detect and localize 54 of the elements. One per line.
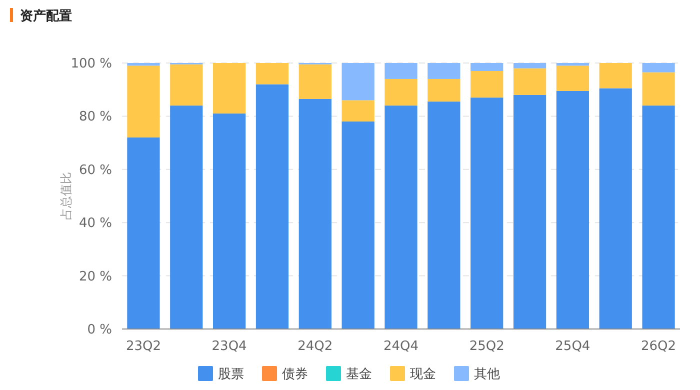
bar [428,102,460,329]
x-tick-label: 24Q2 [298,339,333,354]
bar [513,94,546,329]
bar [556,66,590,91]
bar [599,88,632,329]
y-tick-label: 100 % [70,56,112,72]
bar [428,78,460,102]
bar [428,63,460,79]
bar [642,72,675,106]
bar [170,106,203,329]
x-tick-label: 25Q2 [469,339,504,354]
x-tick-label: 26Q2 [641,339,676,354]
y-tick-label: 40 % [78,216,112,232]
bar [470,98,504,329]
bar [342,122,374,329]
bar [642,106,675,329]
bar [470,63,504,71]
bar [212,114,246,329]
bar [513,68,546,95]
bar [342,63,374,100]
y-tick-label: 80 % [78,110,112,125]
x-tick-label: 23Q2 [126,339,161,354]
bar [384,106,418,329]
x-tick-label: 25Q4 [555,339,590,354]
x-tick-label: 24Q4 [383,339,419,354]
bar [127,66,160,138]
bar [556,63,590,66]
bar [384,63,418,79]
bar [298,64,332,99]
bar [556,90,590,329]
legend-label: 基金 [346,367,372,382]
y-tick-label: 20 % [78,269,112,284]
y-tick-label: 60 % [78,162,112,178]
bar [298,98,332,329]
bar [212,63,246,114]
y-axis-title: 占总值比 [59,172,73,220]
bar [127,137,160,329]
legend-label: 其他 [474,367,500,382]
x-tick-label: 23Q4 [212,339,247,354]
legend-label: 债券 [282,367,308,382]
y-tick-label: 0 % [87,322,112,338]
bar [256,84,289,329]
bar [513,63,546,68]
bar [470,70,504,98]
bar [127,63,160,66]
legend-label: 现金 [410,367,436,382]
bar [170,64,203,106]
chart-title: 资产配置 [20,8,72,24]
bar [642,63,675,72]
bar [256,63,289,84]
bar [599,63,632,88]
bar [384,78,418,106]
legend-label: 股票 [218,367,244,382]
bar [342,100,374,122]
